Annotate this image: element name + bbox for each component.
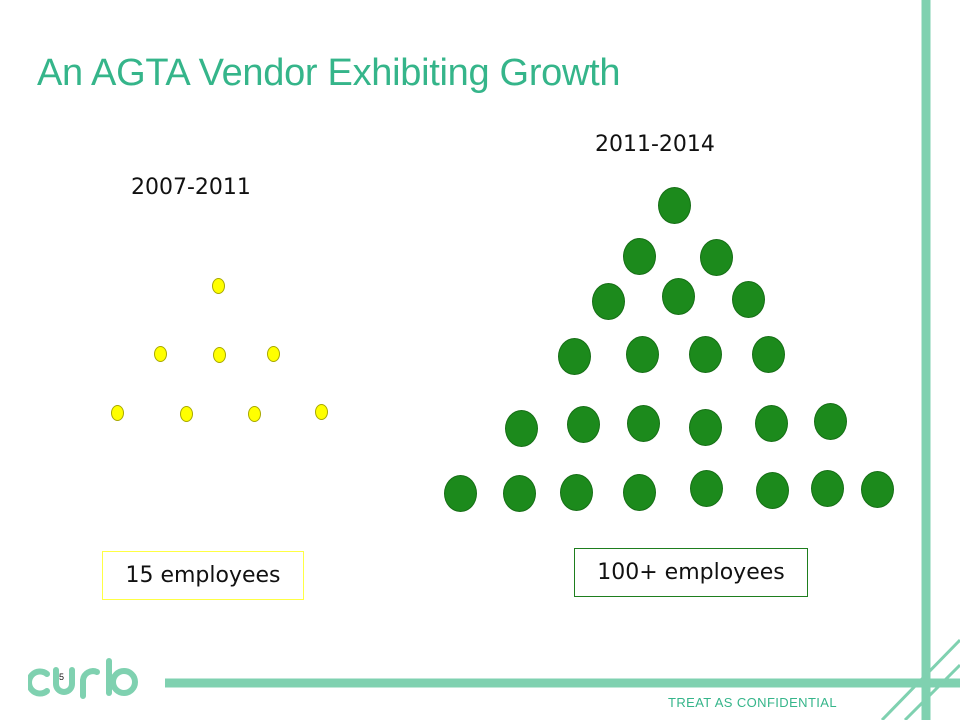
right-employee-dot [731, 280, 765, 318]
accent-diagonal-line-1 [880, 638, 960, 720]
curb-logo [28, 658, 138, 699]
right-employee-dot [626, 404, 660, 442]
right-employee-dot [591, 282, 625, 320]
right-employee-dot [688, 335, 722, 373]
right-employee-dot [754, 404, 788, 442]
left-period-label: 2007-2011 [131, 175, 251, 200]
right-employee-count: 100+ employees [597, 560, 785, 585]
left-employee-dot [211, 278, 225, 294]
page-number: 5 [59, 672, 65, 682]
left-employee-count: 15 employees [125, 563, 281, 588]
right-employee-dot [699, 238, 733, 276]
right-employee-dot [860, 470, 894, 508]
left-employee-dot [266, 346, 280, 362]
right-employee-dot [502, 474, 536, 512]
left-employee-dot [110, 405, 124, 421]
left-employee-dot [247, 406, 261, 422]
right-employee-dot [751, 335, 785, 373]
right-employee-dot [557, 337, 591, 375]
left-employee-dot [179, 406, 193, 422]
slide-title: An AGTA Vendor Exhibiting Growth [37, 52, 621, 94]
right-employee-dot [657, 186, 691, 224]
right-employee-dot [813, 402, 847, 440]
right-employee-dot [689, 469, 723, 507]
accent-diagonal-line-2 [903, 663, 960, 720]
right-employee-dot [688, 408, 722, 446]
right-employee-dot [755, 471, 789, 509]
left-employee-dot [153, 346, 167, 362]
right-employee-dot [622, 473, 656, 511]
right-employee-dot [559, 473, 593, 511]
left-employee-count-box: 15 employees [102, 551, 304, 600]
left-employee-dot [314, 404, 328, 420]
right-employee-dot [622, 237, 656, 275]
right-employee-dot [504, 409, 538, 447]
right-employee-count-box: 100+ employees [574, 548, 808, 597]
right-employee-dot [625, 335, 659, 373]
left-employee-dot [212, 347, 226, 363]
right-period-label: 2011-2014 [595, 132, 715, 157]
right-employee-dot [661, 277, 695, 315]
confidential-note: TREAT AS CONFIDENTIAL [668, 695, 838, 710]
right-employee-dot [443, 474, 477, 512]
right-employee-dot [566, 405, 600, 443]
right-employee-dot [810, 469, 844, 507]
